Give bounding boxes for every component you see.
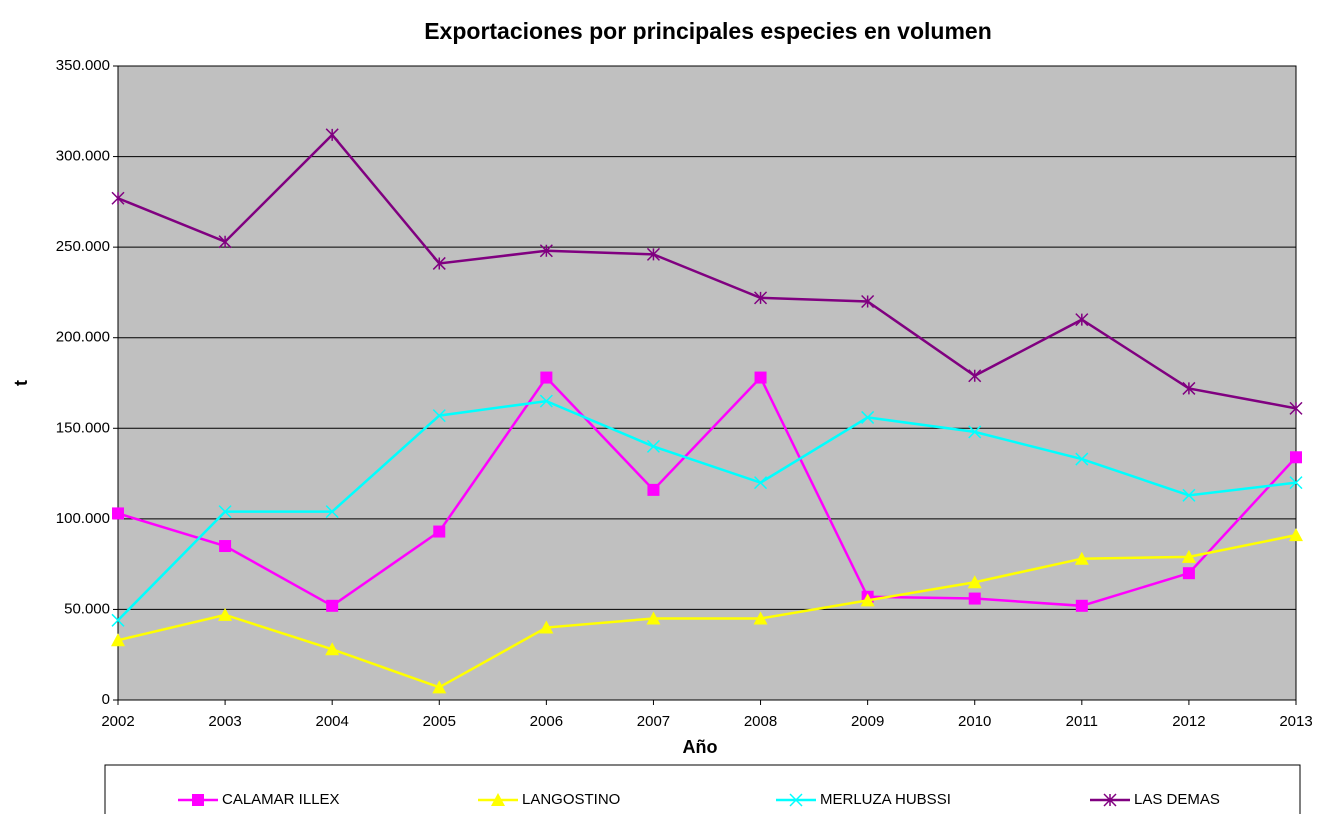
- y-tick-label: 250.000: [56, 238, 110, 255]
- x-tick-label: 2010: [958, 713, 991, 730]
- marker: [111, 633, 125, 647]
- series-line: [117, 533, 1297, 689]
- marker: [1074, 551, 1089, 565]
- x-tick-label: 2011: [1066, 713, 1098, 730]
- marker: [754, 291, 768, 305]
- marker: [539, 620, 554, 634]
- x-tick-label: 2004: [315, 713, 348, 730]
- y-tick-label: 100.000: [56, 510, 110, 527]
- marker: [491, 793, 505, 806]
- marker: [219, 540, 232, 553]
- y-tick-label: 200.000: [56, 329, 110, 346]
- x-tick-label: 2002: [101, 713, 134, 730]
- marker: [432, 409, 446, 423]
- marker: [326, 599, 339, 612]
- x-axis-label: Año: [683, 737, 718, 757]
- marker: [325, 505, 339, 519]
- marker: [1289, 476, 1303, 490]
- marker: [861, 410, 875, 424]
- series-line: [117, 132, 1297, 410]
- marker: [1289, 401, 1303, 415]
- marker: [218, 607, 233, 621]
- marker: [218, 235, 232, 249]
- marker: [432, 680, 447, 694]
- marker: [968, 425, 982, 439]
- marker: [192, 794, 204, 806]
- legend-label: MERLUZA HUBSSI: [820, 791, 951, 808]
- chart-title: Exportaciones por principales especies e…: [424, 18, 992, 44]
- marker: [968, 592, 981, 605]
- marker: [111, 613, 125, 627]
- y-axis-label: t: [11, 380, 31, 386]
- marker: [860, 593, 875, 607]
- marker: [1075, 313, 1089, 327]
- x-tick-label: 2006: [530, 713, 563, 730]
- marker: [754, 371, 767, 384]
- x-tick-label: 2012: [1172, 713, 1205, 730]
- marker: [540, 371, 553, 384]
- x-tick-label: 2003: [208, 713, 241, 730]
- marker: [325, 642, 340, 656]
- marker: [1182, 567, 1195, 580]
- x-tick-label: 2005: [423, 713, 456, 730]
- y-tick-label: 0: [102, 691, 110, 708]
- x-tick-label: 2013: [1279, 713, 1312, 730]
- marker: [1075, 452, 1089, 466]
- x-tick-label: 2007: [637, 713, 670, 730]
- marker: [539, 244, 553, 258]
- legend-box: [104, 764, 1301, 814]
- marker: [539, 394, 553, 408]
- y-tick-label: 150.000: [56, 419, 110, 436]
- marker: [646, 439, 660, 453]
- y-tick-label: 300.000: [56, 148, 110, 165]
- marker: [753, 611, 768, 625]
- marker: [754, 476, 768, 490]
- marker: [433, 525, 446, 538]
- marker: [111, 191, 125, 205]
- marker: [861, 294, 875, 309]
- x-tick-label: 2009: [851, 713, 884, 730]
- marker: [112, 507, 124, 520]
- legend-label: CALAMAR ILLEX: [222, 791, 340, 808]
- marker: [789, 793, 803, 807]
- marker: [1289, 528, 1303, 542]
- marker: [646, 611, 661, 625]
- y-tick-label: 50.000: [64, 600, 110, 617]
- marker: [647, 483, 660, 496]
- marker: [1075, 599, 1088, 612]
- marker: [1181, 549, 1196, 563]
- series-line: [117, 375, 1297, 608]
- legend-label: LANGOSTINO: [522, 791, 620, 808]
- marker: [432, 256, 446, 270]
- legend-label: LAS DEMAS: [1134, 791, 1220, 808]
- marker: [1182, 488, 1196, 502]
- series-line: [117, 399, 1297, 622]
- marker: [1290, 451, 1302, 464]
- plot-area: [117, 65, 1297, 701]
- marker: [1103, 793, 1117, 807]
- marker: [646, 247, 660, 261]
- marker: [968, 369, 982, 383]
- marker: [1182, 381, 1196, 395]
- marker: [325, 128, 339, 142]
- marker: [967, 575, 982, 589]
- x-tick-label: 2008: [744, 713, 777, 730]
- marker: [218, 505, 232, 519]
- y-tick-label: 350.000: [56, 57, 110, 74]
